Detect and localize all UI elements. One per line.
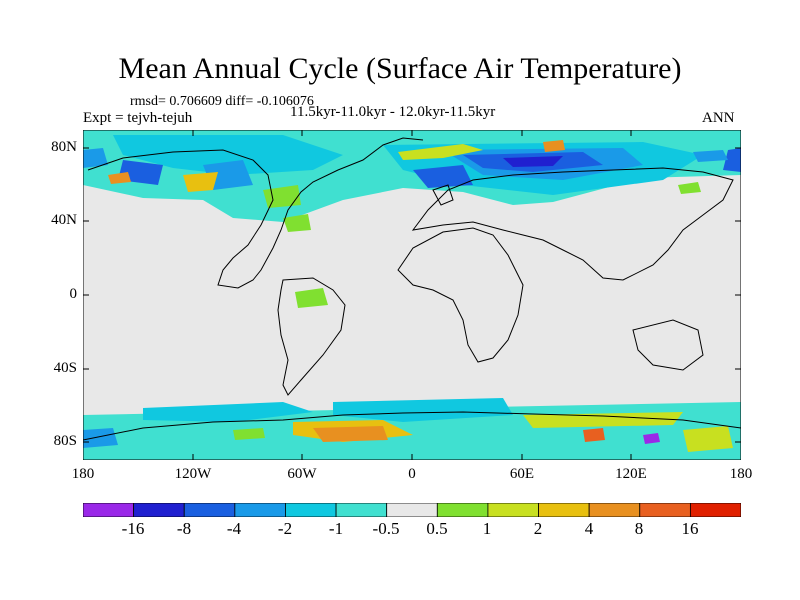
colorbar-label: 1	[482, 519, 492, 538]
lon-label-60e: 60E	[509, 466, 535, 482]
colorbar-label: -4	[226, 519, 242, 538]
colorbar-label: 0.5	[426, 519, 448, 538]
colorbar-label: -8	[176, 519, 192, 538]
colorbar-label: -1	[328, 519, 344, 538]
colorbar-label: 2	[533, 519, 543, 538]
season-label: ANN	[702, 110, 735, 126]
lon-label-60w: 60W	[287, 466, 317, 482]
lat-label-40n: 40N	[51, 212, 77, 228]
colorbar-swatch	[183, 503, 236, 517]
lat-label-0: 0	[69, 286, 78, 302]
colorbar	[83, 503, 741, 517]
lon-label-180w: 180	[71, 466, 95, 482]
lon-label-180e: 180	[729, 466, 753, 482]
colorbar-label: 16	[681, 519, 699, 538]
colorbar-swatch	[588, 503, 641, 517]
map-ticks	[83, 130, 741, 460]
colorbar-swatch	[133, 503, 185, 517]
lon-label-0: 0	[408, 466, 416, 482]
lon-label-120w: 120W	[174, 466, 212, 482]
lon-label-120e: 120E	[615, 466, 647, 482]
anomaly-fields-south	[83, 398, 741, 460]
colorbar-swatch	[83, 503, 135, 517]
experiment-label: Expt = tejvh-tejuh	[83, 110, 193, 126]
colorbar-swatch	[285, 503, 337, 517]
colorbar-label: 4	[584, 519, 594, 538]
colorbar-swatch	[234, 503, 286, 517]
anomaly-tropics	[295, 288, 328, 308]
colorbar-label: -0.5	[372, 519, 400, 538]
colorbar-swatch	[386, 503, 438, 517]
colorbar-label: 8	[634, 519, 644, 538]
lat-label-40s: 40S	[53, 360, 77, 376]
colorbar-label: -16	[121, 519, 145, 538]
colorbar-swatch	[689, 503, 741, 517]
colorbar-swatch	[335, 503, 388, 517]
colorbar-swatch	[487, 503, 539, 517]
colorbar-swatch	[436, 503, 489, 517]
lat-label-80s: 80S	[53, 433, 77, 449]
anomaly-fields-north	[83, 130, 741, 232]
colorbar-label: -2	[277, 519, 293, 538]
lat-label-80n: 80N	[51, 139, 77, 155]
colorbar-swatch	[639, 503, 691, 517]
colorbar-swatch	[538, 503, 590, 517]
period-label: 11.5kyr-11.0kyr - 12.0kyr-11.5kyr	[290, 104, 496, 120]
coastlines	[83, 137, 741, 441]
map-panel	[83, 130, 741, 460]
figure-title: Mean Annual Cycle (Surface Air Temperatu…	[118, 52, 682, 85]
stats-label: rmsd= 0.706609 diff= -0.106076	[130, 94, 314, 109]
